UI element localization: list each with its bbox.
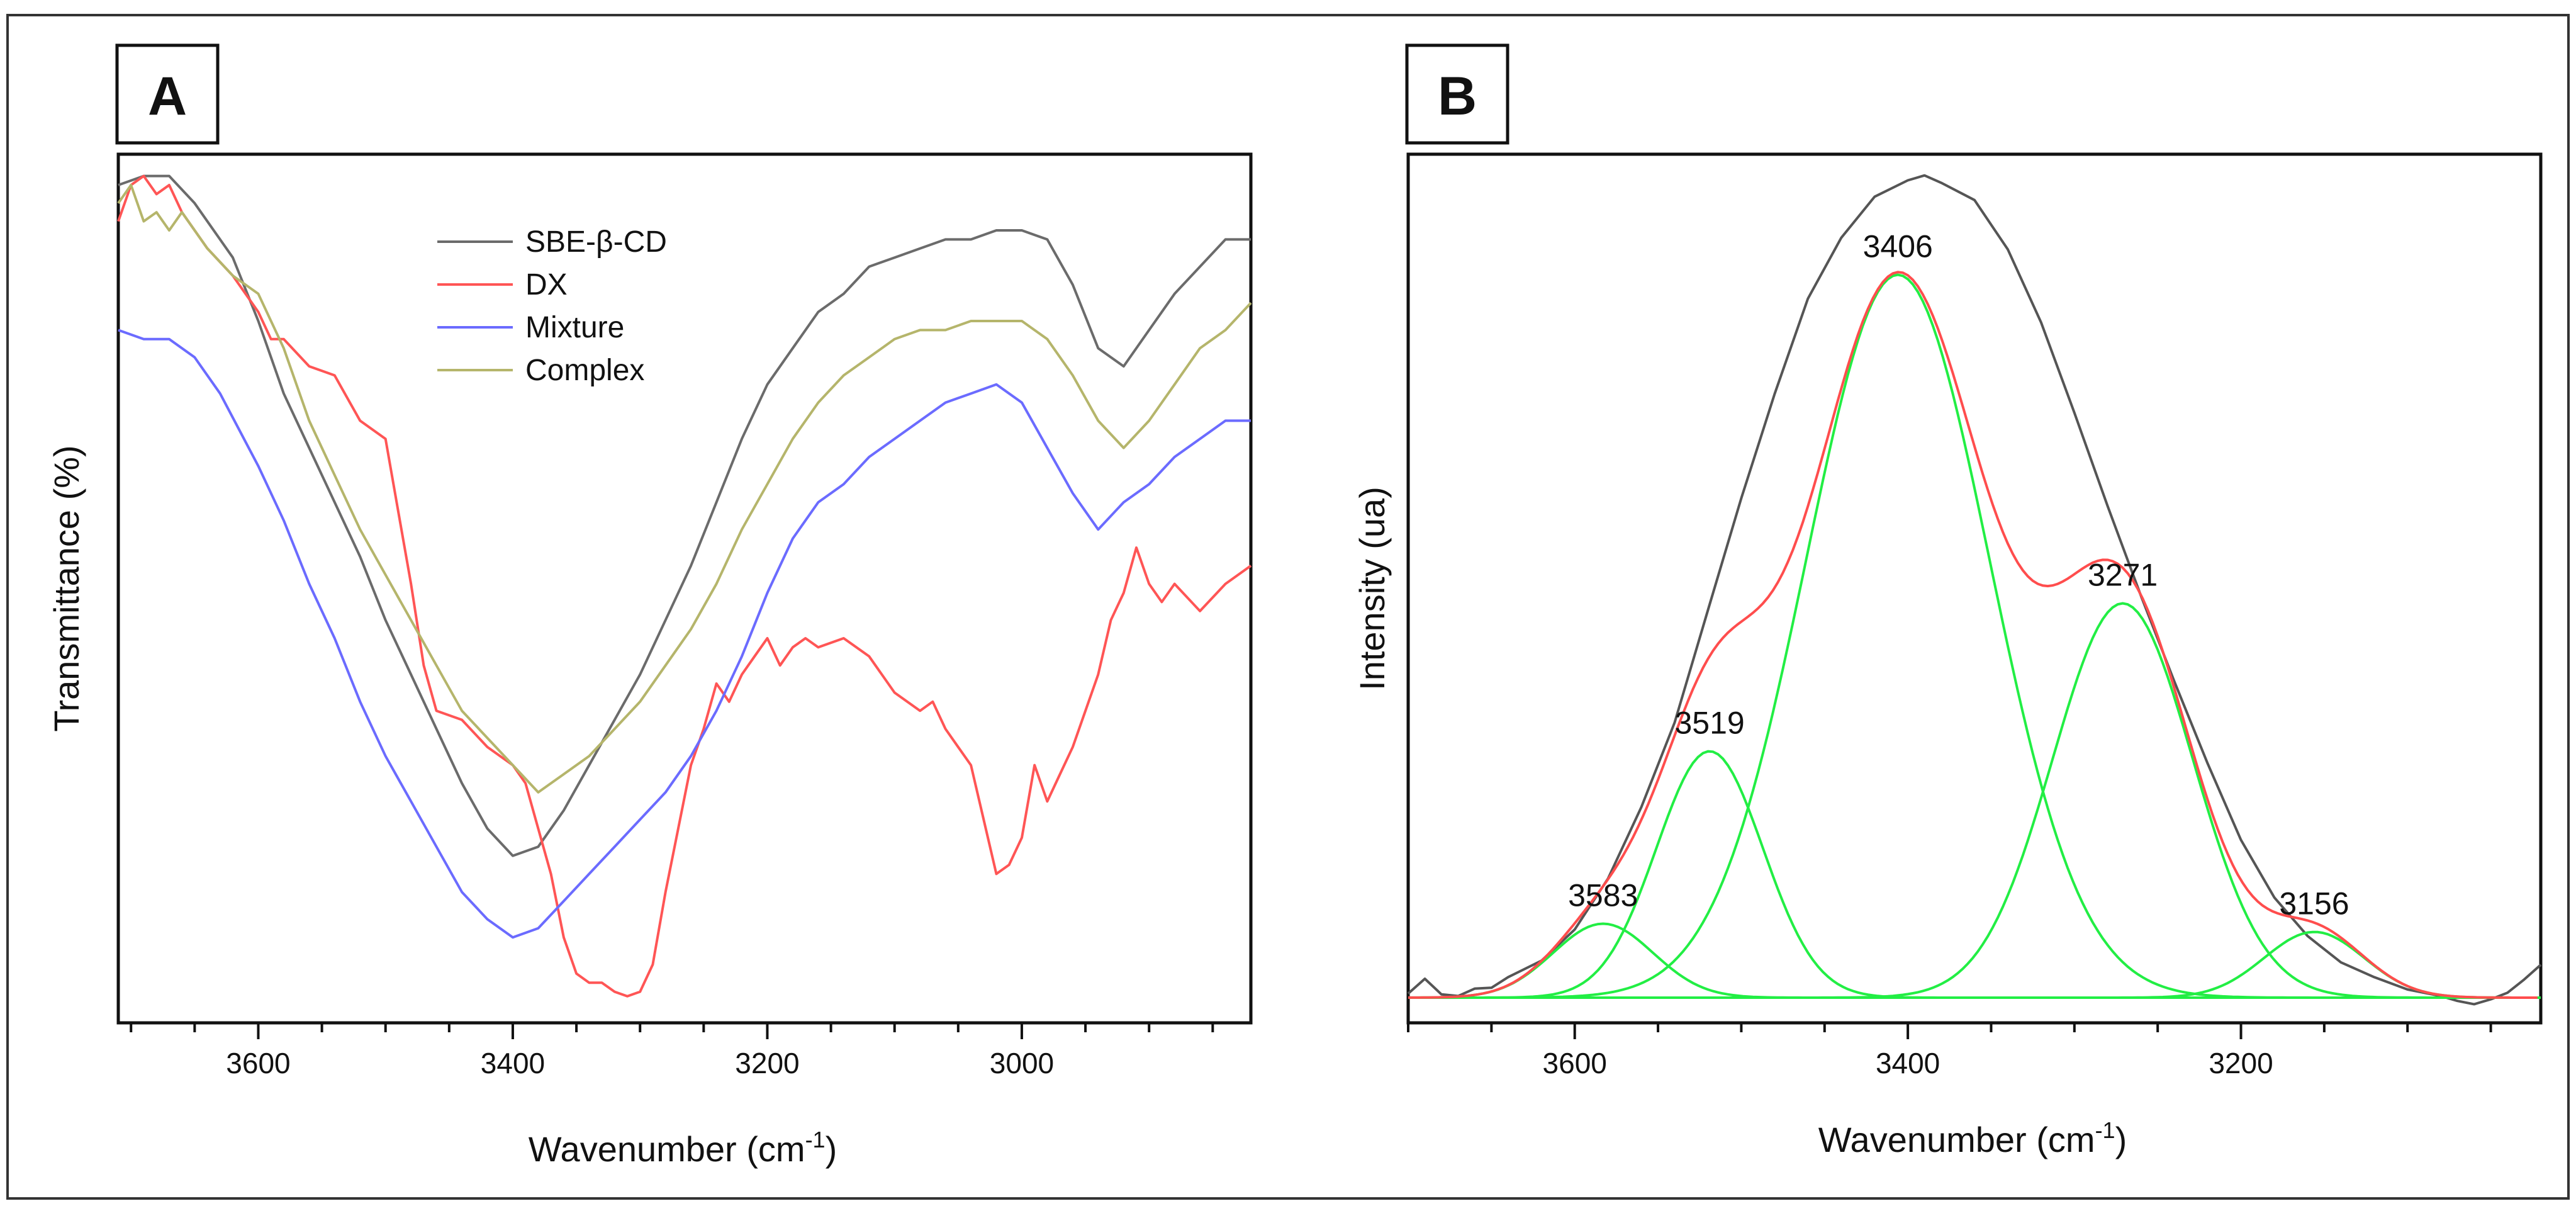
panel-a: A 3600 3400 3200 3000 SBE-β-CD DX Mixture C… [47, 43, 1253, 1169]
panel-a-x-tick-label-3200: 3200 [735, 1047, 799, 1079]
panel-a-label-box [115, 43, 220, 145]
peak-label-3156: 3156 [2279, 886, 2349, 921]
panel-a-label: A [148, 66, 187, 127]
legend-label-mixture: Mixture [525, 311, 624, 344]
panel-b-label: B [1438, 66, 1477, 127]
panel-b-x-axis-title-sup: -1 [2095, 1117, 2115, 1143]
fit-peak-3156 [1408, 930, 2538, 999]
panel-a-x-tick-label-3600: 3600 [226, 1047, 290, 1079]
legend-label-complex: Complex [525, 354, 644, 387]
fit-peak-3406 [1408, 273, 2538, 999]
panel-b-ticks: 3600 3400 3200 [1407, 1023, 2492, 1079]
panel-a-x-tick-label-3400: 3400 [481, 1047, 545, 1079]
series-line-dx [117, 174, 1252, 998]
panel-a-legend: SBE-β-CD DX Mixture Complex [437, 225, 667, 387]
series-line-cumulative-fit [1408, 271, 2538, 999]
panel-a-series-group [117, 174, 1252, 998]
panel-a-ticks: 3600 3400 3200 3000 [130, 1023, 1214, 1079]
series-line-complex [117, 184, 1252, 794]
panel-b-x-axis-title-main: Wavenumber (cm [1818, 1120, 2095, 1159]
panel-b-x-axis-title: Wavenumber (cm-1) [1818, 1117, 2127, 1159]
legend-label-dx: DX [525, 268, 568, 302]
peak-label-3406: 3406 [1863, 229, 1933, 264]
panel-a-x-axis-title-sup: -1 [805, 1127, 826, 1152]
panel-b: B 3600 3400 3200 3583 3519 3406 3271 3156 Wave… [1352, 43, 2543, 1159]
panel-b-series-group [1407, 174, 2542, 1006]
peak-label-3519: 3519 [1675, 706, 1745, 741]
peak-label-3271: 3271 [2088, 558, 2158, 593]
series-line-experimental [1407, 174, 2542, 1006]
panel-a-y-axis-title: Transmittance (%) [47, 445, 86, 731]
series-line-sbe-cd [118, 174, 1251, 857]
panel-b-x-tick-label-3200: 3200 [2209, 1047, 2273, 1079]
panel-a-plot-area [116, 152, 1253, 1025]
panel-b-plot-area [1406, 152, 2543, 1025]
panel-a-x-axis-title-end: ) [826, 1129, 837, 1169]
panel-b-peak-labels: 3583 3519 3406 3271 3156 [1568, 229, 2349, 921]
panel-b-x-axis-title-end: ) [2115, 1120, 2127, 1159]
panel-a-x-tick-label-3000: 3000 [990, 1047, 1054, 1079]
panel-b-y-axis-title: Intensity (ua) [1352, 487, 1392, 690]
panel-b-x-tick-label-3400: 3400 [1876, 1047, 1940, 1079]
panel-b-label-box [1405, 43, 1509, 145]
panel-a-x-axis-title-main: Wavenumber (cm [529, 1129, 805, 1169]
legend-label-sbe-b-cd: SBE-β-CD [525, 225, 667, 259]
panel-b-x-tick-label-3600: 3600 [1543, 1047, 1607, 1079]
series-line-mixture [118, 329, 1251, 939]
panel-a-x-axis-title: Wavenumber (cm-1) [529, 1127, 837, 1169]
peak-label-3583: 3583 [1568, 878, 1638, 913]
